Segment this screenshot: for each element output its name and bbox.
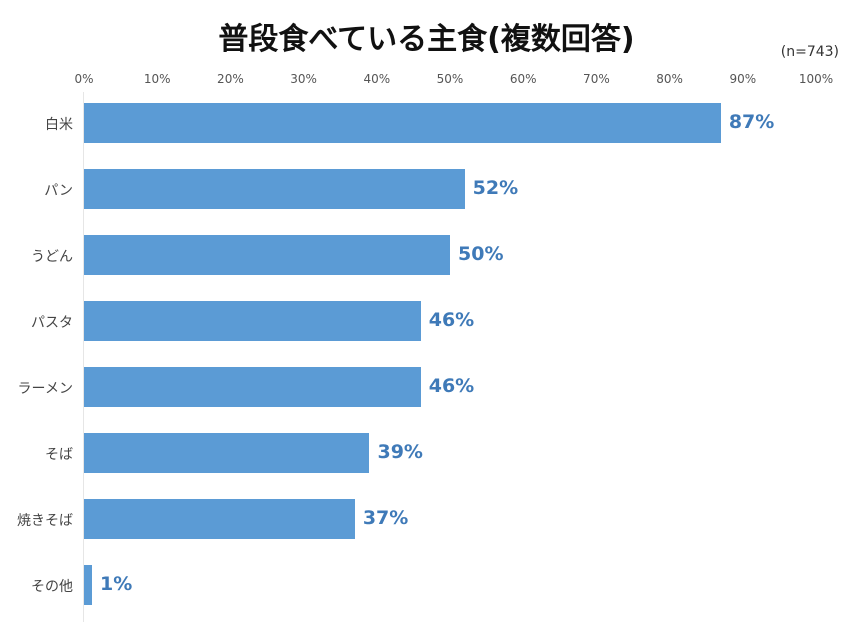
x-tick-label: 80% [656, 72, 683, 86]
x-tick-label: 0% [74, 72, 94, 86]
x-tick-label: 90% [729, 72, 757, 86]
x-tick-label: 20% [217, 72, 244, 86]
x-tick-label: 70% [583, 72, 610, 86]
bar [84, 169, 465, 209]
bar [84, 433, 370, 473]
category-label: そば [45, 447, 73, 463]
value-label: 46% [428, 375, 475, 397]
category-label: うどん [31, 249, 73, 265]
value-label: 39% [377, 441, 423, 463]
x-tick-label: 60% [509, 72, 537, 86]
value-label: 50% [458, 243, 504, 265]
category-label: パン [44, 183, 73, 199]
value-label: 1% [100, 573, 133, 595]
bar [84, 499, 355, 539]
bar [84, 103, 721, 143]
category-label: 焼きそば [17, 513, 73, 529]
x-tick-label: 10% [143, 72, 171, 86]
y-axis-line [83, 92, 84, 622]
chart-title: 普段食べている主食(複数回答) [218, 22, 635, 57]
x-tick-label: 40% [363, 72, 391, 86]
sample-size-note: (n=743) [780, 44, 839, 60]
bar [84, 235, 450, 275]
value-label: 87% [728, 111, 775, 133]
bar [84, 565, 92, 605]
category-label: ラーメン [17, 381, 73, 397]
value-label: 37% [362, 507, 409, 529]
bar [84, 367, 421, 407]
category-label: その他 [31, 579, 73, 595]
value-label: 52% [472, 177, 519, 199]
value-label: 46% [428, 309, 475, 331]
x-tick-label: 50% [436, 72, 464, 86]
category-label: 白米 [45, 117, 73, 133]
x-tick-label: 100% [798, 72, 834, 86]
bar [84, 301, 421, 341]
category-label: パスタ [31, 315, 73, 331]
x-tick-label: 30% [290, 72, 317, 86]
